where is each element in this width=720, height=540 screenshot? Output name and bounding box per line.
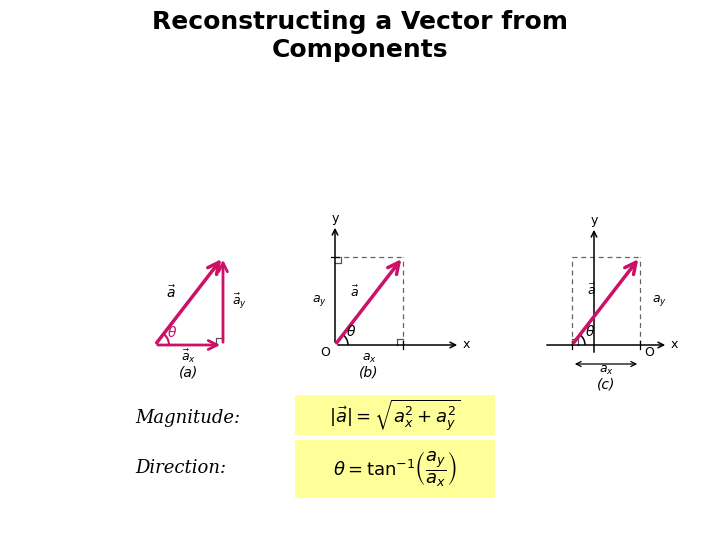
Text: $\vec{a}_y$: $\vec{a}_y$ <box>232 292 247 310</box>
Text: $\theta$: $\theta$ <box>167 325 177 340</box>
Text: x: x <box>463 339 470 352</box>
Text: y: y <box>590 214 598 227</box>
Text: $a_x$: $a_x$ <box>361 352 377 365</box>
Text: x: x <box>671 339 678 352</box>
Text: $\vec{a}$: $\vec{a}$ <box>349 285 359 300</box>
Text: (a): (a) <box>179 366 199 380</box>
Text: $\theta = \tan^{-1}\!\left(\dfrac{a_y}{a_x}\right)$: $\theta = \tan^{-1}\!\left(\dfrac{a_y}{a… <box>333 449 457 489</box>
Text: O: O <box>320 346 330 359</box>
Text: $a_y$: $a_y$ <box>652 294 667 308</box>
Bar <box>295 440 495 498</box>
Text: Magnitude:: Magnitude: <box>135 409 240 427</box>
Text: $a_y$: $a_y$ <box>312 294 326 308</box>
Text: $\theta$: $\theta$ <box>346 324 356 339</box>
Text: y: y <box>331 212 338 225</box>
Text: $a_x$: $a_x$ <box>598 364 613 377</box>
Bar <box>295 395 495 435</box>
Text: $\theta$: $\theta$ <box>585 324 595 339</box>
Text: $\vec{a}$: $\vec{a}$ <box>587 283 596 298</box>
Text: (b): (b) <box>359 366 379 380</box>
Text: $\vec{a}_x$: $\vec{a}_x$ <box>181 348 197 365</box>
Text: $|\vec{a}| = \sqrt{a_x^2 + a_y^2}$: $|\vec{a}| = \sqrt{a_x^2 + a_y^2}$ <box>330 397 461 433</box>
Text: $\vec{a}$: $\vec{a}$ <box>166 285 176 301</box>
Text: Reconstructing a Vector from
Components: Reconstructing a Vector from Components <box>152 10 568 62</box>
Text: (c): (c) <box>597 378 615 392</box>
Text: O: O <box>644 346 654 359</box>
Text: Direction:: Direction: <box>135 459 226 477</box>
